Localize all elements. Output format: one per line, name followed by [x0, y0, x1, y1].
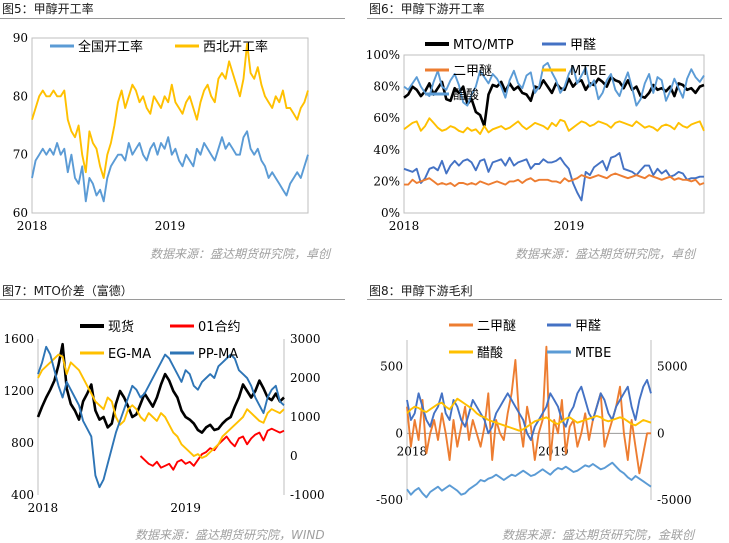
series-line-4: [403, 117, 705, 135]
x-tick-label: 2019: [538, 444, 569, 458]
plot-frame: [31, 37, 309, 214]
y-tick-label-right: 2000: [290, 371, 321, 385]
series-line-5: [403, 61, 705, 107]
y-tick-label-left: 80: [13, 89, 28, 103]
series-line-2: [406, 379, 652, 441]
legend-label: 二甲醚: [477, 319, 516, 334]
x-tick-label: 2019: [155, 219, 186, 233]
legend-label: MTBE: [570, 64, 606, 79]
series-line-1: [31, 130, 309, 203]
y-tick-label-left: 100%: [367, 48, 400, 62]
y-tick-label-left: -500: [376, 493, 403, 507]
legend-label: 醋酸: [477, 345, 503, 361]
series-line-4: [37, 345, 285, 489]
x-tick-label: 2018: [17, 219, 48, 233]
y-tick-label-left: 60: [13, 206, 28, 220]
chart-svg: 60 70 80 90 2018 2019 全国开工率 西北开工率: [13, 31, 309, 233]
y-tick-label-left: 1600: [3, 332, 34, 346]
y-tick-label-left: 80%: [373, 80, 400, 94]
legend-label: 甲醛: [575, 318, 601, 334]
legend-label: PP-MA: [198, 347, 238, 362]
title-rule: [367, 18, 722, 19]
y-tick-label-left: 60%: [373, 111, 400, 125]
legend-label: MTO/MTP: [453, 38, 514, 53]
legend-label: 现货: [108, 319, 134, 335]
y-tick-label-right: 3000: [290, 332, 321, 346]
title-rule: [367, 299, 722, 300]
y-tick-label-left: 500: [380, 360, 403, 374]
y-tick-label-right: 1000: [290, 410, 321, 424]
source-note: 数据来源：盛达期货研究院，卓创: [150, 247, 331, 261]
chart-svg: 400 800 1200 1600 -1000 0 1000 2000 3000 2018 2019…: [3, 319, 325, 515]
y-tick-label-right: 5000: [657, 360, 688, 374]
series-line-3: [404, 172, 705, 188]
series-line-2: [31, 42, 309, 179]
x-tick-label: 2019: [554, 219, 585, 233]
legend-label: MTBE: [575, 346, 611, 361]
legend-label: 二甲醚: [453, 64, 492, 79]
chart-panel-3: 图7：MTO价差（富德） 400 800 1200 1600 -1000 0 1000 200…: [0, 280, 360, 543]
series-line-1: [406, 345, 651, 475]
x-tick-label: 2018: [389, 219, 420, 233]
legend-label: 01合约: [198, 320, 241, 335]
series-line-2: [403, 152, 704, 202]
y-tick-label-left: 0: [395, 426, 403, 440]
y-tick-label-left: 90: [13, 31, 28, 45]
figure-title: 图5：甲醇开工率: [2, 2, 94, 16]
source-note: 数据来源：盛达期货研究院，金联创: [502, 528, 695, 542]
y-tick-label-right: 0: [290, 449, 298, 463]
y-tick-label-right: -5000: [657, 493, 692, 507]
figure-title: 图8：甲醇下游毛利: [369, 284, 473, 298]
series-line-3: [406, 397, 652, 432]
chart-panel-1: 图5：甲醇开工率 60 70 80 90 2018 2019 全国开工率 西北开工率 数据来源…: [0, 0, 360, 265]
chart-panel-2: 图6：甲醇下游开工率 0% 20% 40% 60% 80% 100% 2018 2019 MTO…: [367, 0, 729, 265]
legend-label: 醋酸: [453, 87, 479, 103]
title-rule: [0, 18, 345, 19]
y-tick-label-left: 40%: [373, 143, 400, 157]
y-tick-label-right: -1000: [290, 488, 325, 502]
x-tick-label: 2018: [397, 444, 428, 458]
x-tick-label: 2018: [28, 501, 59, 515]
legend-label: 甲醛: [570, 37, 596, 53]
title-rule: [0, 299, 345, 300]
y-tick-label-left: 0%: [381, 206, 400, 220]
y-tick-label-left: 1200: [3, 384, 34, 398]
legend-label: EG-MA: [108, 347, 151, 362]
series-line-1: [403, 75, 705, 128]
y-tick-label-left: 400: [11, 488, 34, 502]
y-tick-label-left: 800: [11, 436, 34, 450]
y-tick-label-left: 70: [13, 148, 28, 162]
legend-label: 西北开工率: [203, 39, 268, 55]
series-line-4: [406, 461, 652, 499]
figure-title: 图6：甲醇下游开工率: [369, 2, 485, 16]
series-line-1: [36, 342, 285, 434]
series-line-3: [37, 353, 285, 459]
y-tick-label-right: 0: [657, 426, 665, 440]
y-tick-label-left: 20%: [373, 174, 400, 188]
legend-label: 全国开工率: [78, 39, 143, 55]
x-tick-label: 2019: [170, 501, 201, 515]
chart-panel-4: 图8：甲醇下游毛利 -500 0 500 -5000 0 5000 2018 2019 二甲醚甲…: [367, 280, 729, 543]
source-note: 数据来源：盛达期货研究院，卓创: [515, 247, 696, 261]
figure-title: 图7：MTO价差（富德）: [2, 284, 133, 298]
source-note: 数据来源：盛达期货研究院，WIND: [135, 528, 325, 542]
plot-frame: [403, 54, 705, 214]
